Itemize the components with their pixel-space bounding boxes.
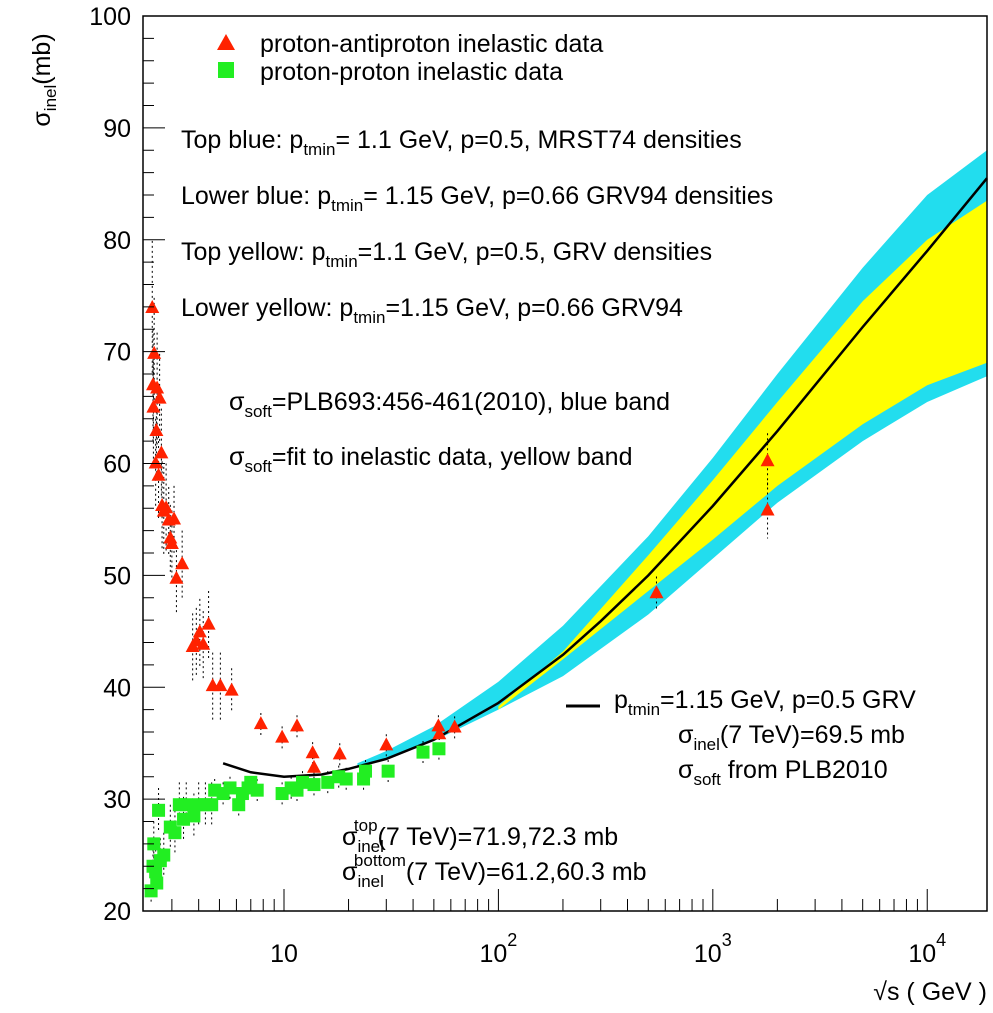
pp-point: [232, 798, 246, 812]
yellow-band: [498, 200, 987, 710]
pp-point: [150, 876, 164, 890]
pp-point: [152, 803, 166, 817]
pbar-point: [159, 500, 174, 514]
pbar-point: [649, 585, 664, 599]
note-top-blue: Top blue: ptmin= 1.1 GeV, p=0.5, MRST74 …: [181, 126, 742, 159]
soft-note-yellow: σsoft=fit to inelastic data, yellow band: [229, 443, 632, 476]
note-lower-yellow: Lower yellow: ptmin=1.15 GeV, p=0.66 GRV…: [181, 294, 683, 327]
band-value-notes: σineltop(7 TeV)=71.9,72.3 mb σinelbottom…: [342, 816, 647, 891]
pbar-point: [149, 423, 164, 437]
pbar-point: [154, 445, 169, 459]
pbar-point: [432, 726, 447, 740]
pbar-point: [760, 502, 775, 516]
pp-point: [205, 798, 219, 812]
pbar-point: [146, 399, 161, 413]
y-tick-label: 70: [103, 339, 131, 367]
curve-legend: ptmin=1.15 GeV, p=0.5 GRV σinel(7 TeV)=6…: [566, 686, 916, 789]
y-tick-label: 90: [103, 115, 131, 143]
model-bands: [357, 150, 987, 766]
pp-point: [296, 775, 310, 789]
y-tick-label: 80: [103, 227, 131, 255]
pp-point: [179, 798, 193, 812]
parameter-notes: Top blue: ptmin= 1.1 GeV, p=0.5, MRST74 …: [181, 126, 773, 327]
pbar-point: [192, 624, 207, 638]
pbar-point: [169, 570, 184, 584]
curve-legend-line2: σinel(7 TeV)=69.5 mb: [678, 721, 905, 754]
y-tick-label: 100: [89, 3, 131, 31]
curve-legend-line1: ptmin=1.15 GeV, p=0.5 GRV: [614, 686, 916, 719]
note-top-yellow: Top yellow: ptmin=1.1 GeV, p=0.5, GRV de…: [181, 238, 712, 271]
pp-point: [432, 742, 446, 756]
pbar-point: [147, 345, 162, 359]
pp-point: [381, 764, 395, 778]
curve-legend-line3: σsoft from PLB2010: [678, 756, 888, 789]
x-axis-title: √s ( GeV ): [873, 978, 987, 1006]
y-tick-label: 20: [103, 898, 131, 926]
pbar-point: [290, 718, 305, 732]
soft-note-blue: σsoft=PLB693:456-461(2010), blue band: [229, 388, 670, 421]
x-tick-label: 10: [270, 940, 298, 968]
pp-point: [339, 772, 353, 786]
pp-point: [187, 809, 201, 823]
x-tick-label: 102: [479, 930, 517, 968]
pp-point: [177, 812, 191, 826]
pp-point: [168, 826, 182, 840]
x-axis: 10 102 103 104: [171, 889, 946, 968]
pp-point: [321, 775, 335, 789]
y-tick-label: 50: [103, 562, 131, 590]
pp-point: [157, 848, 171, 862]
pbar-point: [275, 729, 290, 743]
pbar-point: [148, 455, 163, 469]
pbar-point: [150, 380, 165, 394]
pp-point: [307, 778, 321, 792]
legend-label-pp: proton-proton inelastic data: [260, 58, 563, 86]
pbar-point: [151, 467, 166, 481]
band-note-top: σineltop(7 TeV)=71.9,72.3 mb: [342, 816, 618, 856]
pp-point: [359, 764, 373, 778]
y-tick-label: 30: [103, 786, 131, 814]
model-curve-layer: [222, 177, 988, 779]
soft-notes: σsoft=PLB693:456-461(2010), blue band σs…: [229, 388, 670, 476]
blue-band: [357, 150, 987, 766]
legend: proton-antiproton inelastic data proton-…: [217, 30, 603, 86]
pbar-point: [213, 678, 228, 692]
pbar-point: [175, 556, 190, 570]
band-note-bottom: σinelbottom(7 TeV)=61.2,60.3 mb: [342, 851, 647, 891]
pbar-point: [379, 737, 394, 751]
x-tick-label: 103: [694, 930, 732, 968]
pbar-point: [760, 453, 775, 467]
pbar-point: [306, 759, 321, 773]
pbar-point: [253, 716, 268, 730]
y-tick-label: 40: [103, 674, 131, 702]
pp-point: [149, 865, 163, 879]
pbar-point: [196, 636, 211, 650]
note-lower-blue: Lower blue: ptmin= 1.15 GeV, p=0.66 GRV9…: [181, 182, 773, 215]
y-axis-title: σinel(mb): [28, 33, 60, 126]
pbar-point: [164, 536, 179, 550]
legend-label-pbar: proton-antiproton inelastic data: [260, 30, 603, 58]
pbar-point: [224, 682, 239, 696]
legend-square-marker: [218, 62, 234, 78]
y-axis: 20 30 40 50 60 70 80 90 100: [89, 3, 165, 926]
pp-point: [416, 745, 430, 759]
pbar-point: [332, 746, 347, 760]
pbar-point: [447, 719, 462, 733]
legend-triangle-marker: [217, 34, 235, 50]
model-curve: [222, 177, 988, 779]
pbar-point: [167, 511, 182, 525]
pp-point: [250, 783, 264, 797]
data-points: [144, 299, 775, 898]
x-tick-label: 104: [908, 930, 946, 968]
pbar-point: [152, 390, 167, 404]
pbar-point: [431, 718, 446, 732]
y-tick-label: 60: [103, 451, 131, 479]
pbar-point: [305, 745, 320, 759]
pp-point: [223, 781, 237, 795]
pbar-point: [201, 616, 216, 630]
